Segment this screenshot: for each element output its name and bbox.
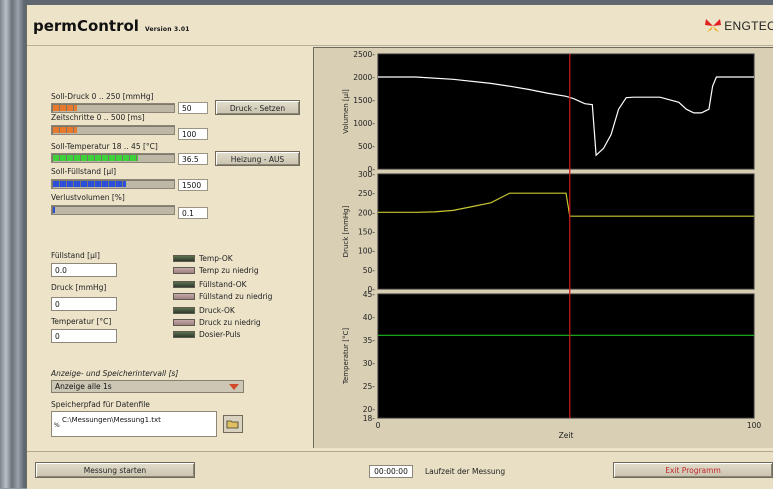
y-tick-label: 30-: [363, 359, 376, 368]
app-version: Version 3.01: [144, 26, 190, 33]
y-tick-label: 100-: [358, 247, 375, 256]
led-label: Füllstand-OK: [199, 280, 247, 289]
y-tick-label: 250-: [358, 189, 375, 198]
control-panel: Soll-Druck 0 .. 250 [mmHg] 50 Druck - Se…: [27, 47, 309, 445]
series-line-2: [378, 192, 754, 217]
dropdown-arrow-icon[interactable]: [229, 384, 239, 390]
plot-area-3: [377, 293, 755, 419]
zeitschritte-slider[interactable]: [51, 125, 175, 135]
soll-fuellstand-fill: [53, 181, 127, 187]
interval-label: Anzeige- und Speicherintervall [s]: [51, 369, 179, 378]
x-axis-label: Zeit: [559, 431, 574, 440]
butterfly-icon: [704, 18, 722, 34]
y-tick-label: 25-: [363, 382, 376, 391]
led-label: Füllstand zu niedrig: [199, 292, 273, 301]
y-tick-label: 500-: [358, 142, 375, 151]
heizung-button[interactable]: Heizung - AUS: [215, 151, 300, 166]
plot-area-1: [377, 53, 755, 170]
folder-icon: [226, 420, 239, 429]
y-tick-label: 35-: [363, 336, 376, 345]
engtec-logo: ENGTEC: [704, 15, 773, 37]
fuellstand-label: Füllstand [µl]: [51, 251, 100, 260]
y-axis-label: Druck [mmHg]: [342, 205, 350, 257]
y-tick-label: 18-: [363, 414, 376, 423]
interval-selected: Anzeige alle 1s: [55, 382, 112, 391]
soll-fuellstand-value[interactable]: 1500: [178, 179, 208, 191]
led-temp-zu-niedrig: [173, 267, 195, 274]
y-tick-label: 2500-: [353, 50, 375, 59]
y-axis-label: Volumen [µl]: [342, 89, 350, 134]
verlustvolumen-slider[interactable]: [51, 205, 175, 215]
y-tick-label: 20-: [363, 405, 376, 414]
zeitschritte-fill: [53, 127, 78, 133]
series-line-1: [378, 76, 754, 157]
soll-temperatur-label: Soll-Temperatur 18 .. 45 [°C]: [51, 142, 158, 151]
y-tick-label: 2000-: [353, 73, 375, 82]
laufzeit-readout: 00:00:00: [369, 465, 413, 478]
messung-starten-button[interactable]: Messung starten: [35, 462, 195, 478]
fuellstand-readout: 0.0: [51, 263, 117, 277]
x-tick-label: 100: [747, 421, 762, 430]
soll-druck-slider[interactable]: [51, 103, 175, 113]
title-bar: permControl Version 3.01 ENGTEC: [27, 5, 773, 46]
plot-area-2: [377, 173, 755, 290]
led-label: Dosier-Puls: [199, 330, 241, 339]
zeitschritte-value[interactable]: 100: [178, 128, 208, 140]
y-tick-label: 1500-: [353, 96, 375, 105]
x-tick-label: 0: [376, 421, 381, 430]
browse-folder-button[interactable]: [223, 415, 243, 433]
temperatur-readout: 0: [51, 329, 117, 343]
interval-select[interactable]: Anzeige alle 1s: [51, 380, 244, 393]
path-value: C:\Messungen\Messung1.txt: [62, 416, 161, 424]
soll-druck-value[interactable]: 50: [178, 102, 208, 114]
chart-panel: 2500- 2000- 1500- 1000- 500- 0- Volumen [µl] 30…: [313, 47, 773, 448]
temperatur-label: Temperatur [°C]: [51, 317, 112, 326]
led-fuellstand-zu-niedrig: [173, 293, 195, 300]
soll-temperatur-value[interactable]: 36.5: [178, 153, 208, 165]
y-tick-label: 0-: [368, 165, 376, 174]
path-label: Speicherpfad für Datenfile: [51, 400, 150, 409]
logo-text: ENGTEC: [724, 19, 773, 33]
soll-temperatur-fill: [53, 155, 139, 161]
laufzeit-label: Laufzeit der Messung: [425, 467, 506, 476]
soll-temperatur-slider[interactable]: [51, 153, 175, 163]
exit-programm-button[interactable]: Exit Programm: [613, 462, 773, 478]
verlustvolumen-value[interactable]: 0.1: [178, 207, 208, 219]
led-fuellstand-ok: [173, 281, 195, 288]
zeitschritte-label: Zeitschritte 0 .. 500 [ms]: [51, 113, 145, 122]
druck-setzen-button[interactable]: Druck - Setzen: [215, 100, 300, 115]
y-tick-label: 40-: [363, 313, 376, 322]
y-tick-label: 200-: [358, 208, 375, 217]
led-temp-ok: [173, 255, 195, 262]
path-input[interactable]: % C:\Messungen\Messung1.txt: [51, 411, 217, 437]
y-axis-label: Temperatur [°C]: [342, 328, 350, 386]
soll-druck-label: Soll-Druck 0 .. 250 [mmHg]: [51, 92, 154, 101]
druck-readout: 0: [51, 297, 117, 311]
led-label: Druck-OK: [199, 306, 235, 315]
soll-druck-fill: [53, 105, 78, 111]
led-label: Druck zu niedrig: [199, 318, 261, 327]
verlustvolumen-fill: [53, 207, 56, 213]
soll-fuellstand-label: Soll-Füllstand [µl]: [51, 167, 117, 176]
led-dosier-puls: [173, 331, 195, 338]
led-druck-ok: [173, 307, 195, 314]
app-window: permControl Version 3.01 ENGTEC Soll-Druc…: [26, 5, 773, 489]
app-name: permControl: [33, 17, 139, 35]
y-tick-label: 0-: [368, 285, 376, 294]
verlustvolumen-label: Verlustvolumen [%]: [51, 193, 125, 202]
y-tick-label: 1000-: [353, 119, 375, 128]
path-prefix: %: [54, 422, 60, 429]
led-label: Temp zu niedrig: [199, 266, 259, 275]
y-tick-label: 45-: [363, 290, 376, 299]
druck-label: Druck [mmHg]: [51, 283, 107, 292]
app-title: permControl Version 3.01: [33, 17, 190, 35]
y-tick-label: 300-: [358, 170, 375, 179]
soll-fuellstand-slider[interactable]: [51, 179, 175, 189]
status-bar: Messung starten 00:00:00 Laufzeit der Me…: [27, 451, 773, 489]
led-label: Temp-OK: [199, 254, 233, 263]
y-tick-label: 150-: [358, 228, 375, 237]
y-tick-label: 50-: [363, 266, 376, 275]
led-druck-zu-niedrig: [173, 319, 195, 326]
chart-svg: 2500-2000-1500-1000-500-0-Volumen [µl]30…: [342, 50, 762, 440]
